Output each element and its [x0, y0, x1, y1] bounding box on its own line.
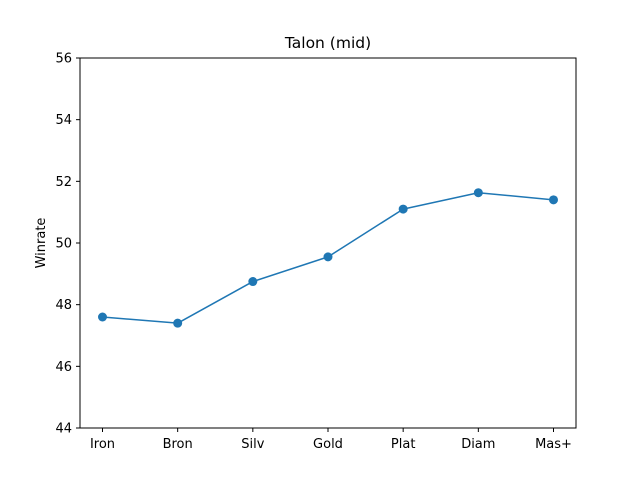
data-point	[248, 277, 258, 287]
x-tick-label: Gold	[313, 437, 343, 452]
chart-title: Talon (mid)	[284, 34, 371, 52]
plot-frame	[79, 57, 577, 429]
x-tick-label: Bron	[163, 437, 193, 452]
y-tick-label: 46	[55, 360, 72, 375]
y-axis-label: Winrate	[34, 218, 49, 269]
x-tick-label: Diam	[461, 437, 495, 452]
x-tick-label: Plat	[391, 437, 416, 452]
data-point	[549, 195, 558, 205]
y-tick-label: 56	[55, 52, 72, 67]
x-axis: Iron Bron Silv Gold Plat Diam Mas+	[90, 428, 572, 452]
x-tick-label: Silv	[241, 437, 264, 452]
y-tick-label: 54	[55, 113, 72, 128]
y-axis: 44 46 48 50 52 54 56	[55, 52, 80, 437]
y-tick-label: 48	[55, 298, 72, 313]
y-tick-label: 52	[55, 175, 72, 190]
data-point	[173, 318, 183, 328]
data-point	[398, 204, 408, 214]
x-tick-label: Mas+	[535, 437, 572, 452]
series-layer	[98, 188, 558, 328]
data-point	[323, 252, 333, 262]
data-point	[98, 312, 107, 322]
y-tick-label: 50	[55, 237, 72, 252]
y-tick-label: 44	[55, 422, 72, 437]
data-point	[473, 188, 483, 198]
x-tick-label: Iron	[90, 437, 115, 452]
